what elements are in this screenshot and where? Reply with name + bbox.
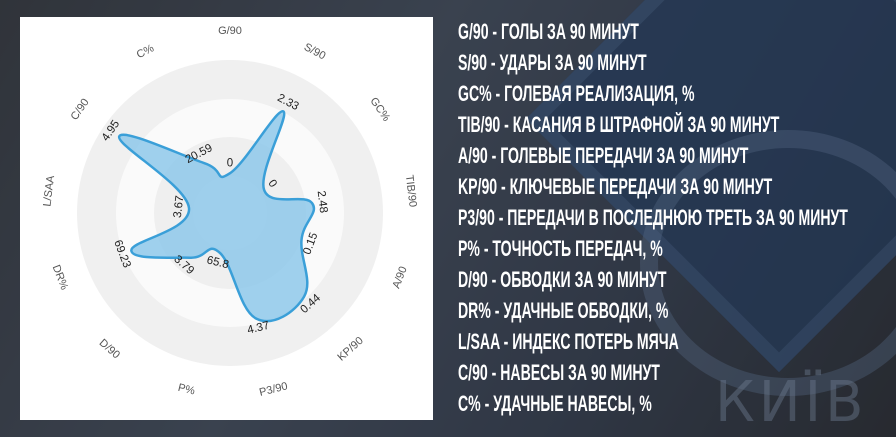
legend-item: D/90 - ОБВОДКИ ЗА 90 МИНУТ	[458, 267, 667, 292]
axis-label: C%	[135, 42, 156, 61]
legend-item: G/90 - ГОЛЫ ЗА 90 МИНУТ	[458, 19, 639, 44]
data-label: 3.67	[172, 195, 187, 219]
legend-item: KP/90 - КЛЮЧЕВЫЕ ПЕРЕДАЧИ ЗА 90 МИНУТ	[458, 174, 773, 199]
axis-label: G/90	[218, 25, 242, 37]
radar-chart: G/90 S/90 GC% TIB/90 A/90 KP/90 P3/90 P% D/90 DR%…	[41, 25, 419, 399]
legend-item: P% - ТОЧНОСТЬ ПЕРЕДАЧ, %	[458, 236, 663, 261]
axis-label: L/SAA	[41, 174, 57, 207]
radar-series-area	[117, 110, 316, 323]
legend-item: P3/90 - ПЕРЕДАЧИ В ПОСЛЕДНЮЮ ТРЕТЬ ЗА 90…	[458, 205, 848, 230]
data-label: 4.37	[246, 320, 271, 337]
axis-label: A/90	[390, 265, 409, 290]
axis-label: KP/90	[335, 335, 365, 364]
axis-label: P%	[177, 382, 197, 398]
background-logo-text: КИЇВ	[715, 370, 868, 435]
legend-item: C% - УДАЧНЫЕ НАВЕСЫ, %	[458, 391, 652, 416]
legend-item: C/90 - НАВЕСЫ ЗА 90 МИНУТ	[458, 360, 660, 385]
data-label: 0	[227, 157, 233, 169]
data-label: 2.48	[315, 190, 330, 214]
axis-label: S/90	[302, 41, 328, 62]
legend-item: L/SAA - ИНДЕКС ПОТЕРЬ МЯЧА	[458, 329, 679, 354]
axis-label: DR%	[50, 263, 70, 291]
axis-label: C/90	[69, 97, 92, 123]
axis-label: TIB/90	[403, 174, 419, 208]
radar-chart-panel: G/90 S/90 GC% TIB/90 A/90 KP/90 P3/90 P% D/90 DR%…	[20, 17, 433, 420]
legend-item: TIB/90 - КАСАНИЯ В ШТРАФНОЙ ЗА 90 МИНУТ	[458, 112, 780, 137]
legend-item: A/90 - ГОЛЕВЫЕ ПЕРЕДАЧИ ЗА 90 МИНУТ	[458, 143, 749, 168]
data-label: 65.8	[205, 254, 230, 271]
axis-label: GC%	[367, 95, 392, 124]
legend-item: S/90 - УДАРЫ ЗА 90 МИНУТ	[458, 50, 647, 75]
metric-legend: G/90 - ГОЛЫ ЗА 90 МИНУТ S/90 - УДАРЫ ЗА 9…	[458, 18, 896, 421]
legend-item: GC% - ГОЛЕВАЯ РЕАЛИЗАЦИЯ, %	[458, 81, 695, 106]
axis-label: D/90	[97, 337, 122, 361]
legend-item: DR% - УДАЧНЫЕ ОБВОДКИ, %	[458, 298, 669, 323]
axis-label: P3/90	[258, 380, 289, 399]
